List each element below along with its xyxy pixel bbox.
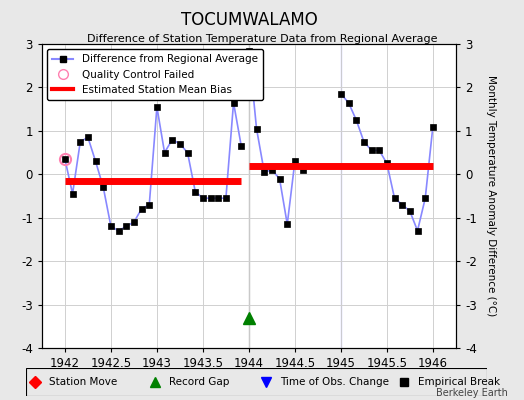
Text: Difference of Station Temperature Data from Regional Average: Difference of Station Temperature Data f… xyxy=(87,34,437,44)
Text: Berkeley Earth: Berkeley Earth xyxy=(436,388,508,398)
Text: Empirical Break: Empirical Break xyxy=(418,377,500,387)
FancyBboxPatch shape xyxy=(26,368,487,396)
Text: Station Move: Station Move xyxy=(49,377,117,387)
Y-axis label: Monthly Temperature Anomaly Difference (°C): Monthly Temperature Anomaly Difference (… xyxy=(486,75,496,317)
Text: Record Gap: Record Gap xyxy=(169,377,230,387)
Legend: Difference from Regional Average, Quality Control Failed, Estimated Station Mean: Difference from Regional Average, Qualit… xyxy=(47,49,263,100)
Text: Time of Obs. Change: Time of Obs. Change xyxy=(280,377,389,387)
Title: TOCUMWALAMO: TOCUMWALAMO xyxy=(181,10,317,28)
